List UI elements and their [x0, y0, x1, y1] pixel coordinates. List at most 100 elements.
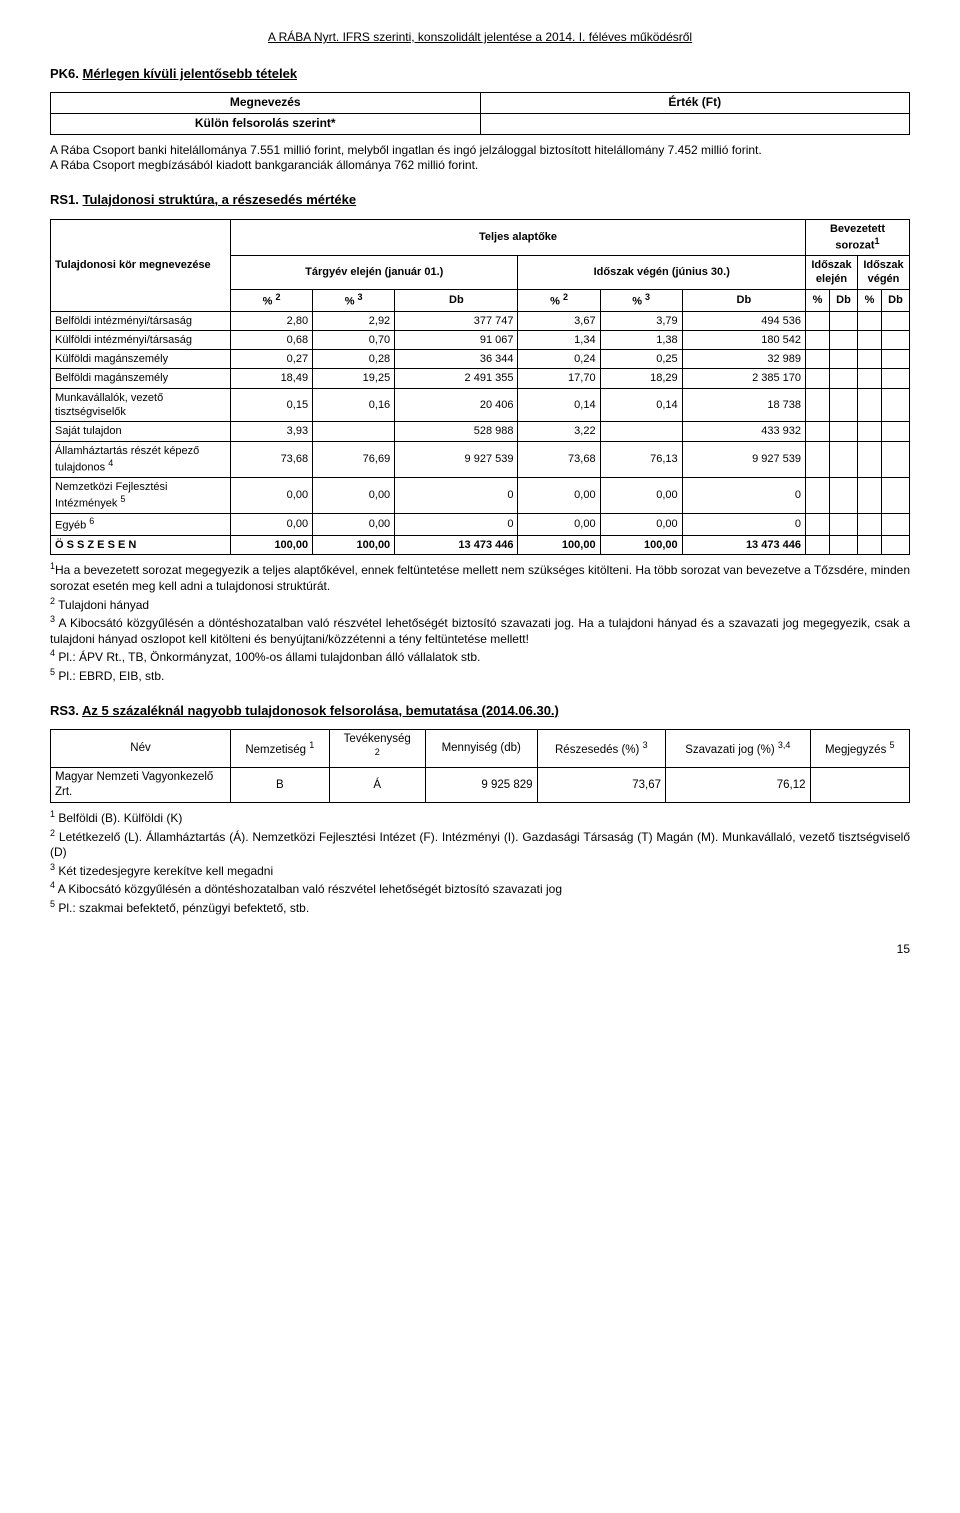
rs1-cell: 9 927 539 [682, 441, 805, 477]
rs1-cell-empty [882, 388, 910, 422]
txt: Megjegyzés [825, 744, 890, 756]
rs1-cell: 180 542 [682, 330, 805, 349]
rs1-cell-empty [882, 311, 910, 330]
txt: Pl.: EBRD, EIB, stb. [58, 669, 164, 683]
rs3-title: RS3. Az 5 százaléknál nagyobb tulajdonos… [50, 703, 910, 720]
rs1-cell: 0,25 [600, 350, 682, 369]
rs1-row-label: Egyéb 6 [51, 514, 231, 536]
rs1-cell-empty [882, 422, 910, 441]
rs1-cell: 0,00 [600, 514, 682, 536]
rs1-cell-empty [858, 422, 882, 441]
rs1-cell-empty [806, 330, 830, 349]
rs1-h-idoszak: Időszak végén (június 30.) [518, 256, 806, 290]
rs3-row-tev: Á [329, 768, 425, 803]
rs1-cell-empty [858, 536, 882, 555]
rs1-cell-empty [830, 441, 858, 477]
rs3-row-nemz: B [231, 768, 330, 803]
txt: A Kibocsátó közgyűlésén a döntéshozatalb… [50, 616, 910, 646]
table-row: Név Nemzetiség 1 Tevékenység2 Mennyiség … [51, 730, 910, 768]
rs1-row-label: Munkavállalók, vezető tisztségviselők [51, 388, 231, 422]
txt: A Kibocsátó közgyűlésén a döntéshozatalb… [58, 882, 562, 896]
sup: 2 [50, 596, 55, 606]
rs1-cell: 18,49 [231, 369, 313, 388]
rs1-cell: 0,70 [313, 330, 395, 349]
rs1-cell: 0,14 [600, 388, 682, 422]
rs1-cell-empty [882, 330, 910, 349]
rs1-cell: 100,00 [313, 536, 395, 555]
rs1-pct-e1: % [806, 289, 830, 311]
rs1-cell-empty [882, 369, 910, 388]
pk6-title-text: Mérlegen kívüli jelentősebb tételek [83, 66, 298, 81]
rs1-cell-empty [806, 422, 830, 441]
sup: 1 [309, 740, 314, 750]
rs1-db-e1: Db [830, 289, 858, 311]
rs1-cell-empty [830, 477, 858, 513]
rs1-cell-empty [858, 350, 882, 369]
rs1-cell: 377 747 [395, 311, 518, 330]
rs1-cell: 0,28 [313, 350, 395, 369]
sup: 2 [275, 292, 280, 302]
rs3-row-megj [810, 768, 909, 803]
rs1-row-label: Külföldi magánszemély [51, 350, 231, 369]
rs3-row-szav: 76,12 [666, 768, 810, 803]
rs1-cell: 100,00 [231, 536, 313, 555]
rs3-foot2: 2 Letétkezelő (L). Államháztartás (Á). N… [50, 828, 910, 861]
rs1-cell-empty [882, 536, 910, 555]
rs1-cell: 0 [682, 514, 805, 536]
rs3-footnotes: 1 Belföldi (B). Külföldi (K) 2 Letétkeze… [50, 809, 910, 917]
rs1-cell-empty [858, 388, 882, 422]
rs3-h-resz: Részesedés (%) 3 [537, 730, 666, 768]
rs1-cell: 3,93 [231, 422, 313, 441]
table-row: Magyar Nemzeti Vagyonkezelő Zrt. B Á 9 9… [51, 768, 910, 803]
rs1-pct2: % 2 [231, 289, 313, 311]
sup: 1 [875, 236, 880, 246]
rs1-cell: 73,68 [231, 441, 313, 477]
sup: 5 [890, 740, 895, 750]
rs1-cell-empty [830, 369, 858, 388]
txt: % [550, 295, 560, 307]
rs1-cell: 13 473 446 [395, 536, 518, 555]
rs1-rowhead: Tulajdonosi kör megnevezése [51, 219, 231, 311]
rs1-cell: 433 932 [682, 422, 805, 441]
table-row: Belföldi magánszemély18,4919,252 491 355… [51, 369, 910, 388]
pk6-col1: Megnevezés [51, 93, 481, 114]
rs1-pct-e2: % [858, 289, 882, 311]
txt: % [345, 295, 355, 307]
rs1-cell-empty [830, 350, 858, 369]
rs1-cell-empty [858, 369, 882, 388]
txt: Két tizedesjegyre kerekítve kell megadni [58, 864, 273, 878]
rs1-foot5: 5 Pl.: EBRD, EIB, stb. [50, 667, 910, 685]
rs3-foot3: 3 Két tizedesjegyre kerekítve kell megad… [50, 862, 910, 880]
rs1-cell: 0,00 [231, 514, 313, 536]
rs1-foot1: 1Ha a bevezetett sorozat megegyezik a te… [50, 561, 910, 594]
sup: 2 [50, 828, 55, 838]
rs1-cell-empty [858, 330, 882, 349]
rs1-cell-empty [882, 514, 910, 536]
rs3-row-menny: 9 925 829 [425, 768, 537, 803]
rs1-db: Db [395, 289, 518, 311]
rs1-cell: 0,15 [231, 388, 313, 422]
rs1-cell-empty [806, 369, 830, 388]
table-row: Nemzetközi Fejlesztési Intézmények 50,00… [51, 477, 910, 513]
rs1-pct3: % 3 [313, 289, 395, 311]
rs1-cell-empty [858, 441, 882, 477]
rs1-cell: 91 067 [395, 330, 518, 349]
rs1-cell: 17,70 [518, 369, 600, 388]
rs1-cell: 100,00 [518, 536, 600, 555]
rs1-cell-empty [806, 311, 830, 330]
rs1-footnotes: 1Ha a bevezetett sorozat megegyezik a te… [50, 561, 910, 684]
rs1-h-id-el: Időszak elején [806, 256, 858, 290]
sup: 1 [50, 809, 55, 819]
pk6-col2: Érték (Ft) [480, 93, 910, 114]
rs1-row-label: Belföldi magánszemély [51, 369, 231, 388]
sup: 3 [643, 740, 648, 750]
rs3-h-megj: Megjegyzés 5 [810, 730, 909, 768]
rs1-row-label: Belföldi intézményi/társaság [51, 311, 231, 330]
page-number: 15 [50, 942, 910, 958]
rs1-cell-empty [882, 350, 910, 369]
txt: Ha a bevezetett sorozat megegyezik a tel… [50, 563, 910, 593]
sup: 3 [645, 292, 650, 302]
pk6-row1: Külön felsorolás szerint* [51, 114, 481, 135]
table-row: Saját tulajdon3,93528 9883,22433 932 [51, 422, 910, 441]
rs1-cell: 73,68 [518, 441, 600, 477]
